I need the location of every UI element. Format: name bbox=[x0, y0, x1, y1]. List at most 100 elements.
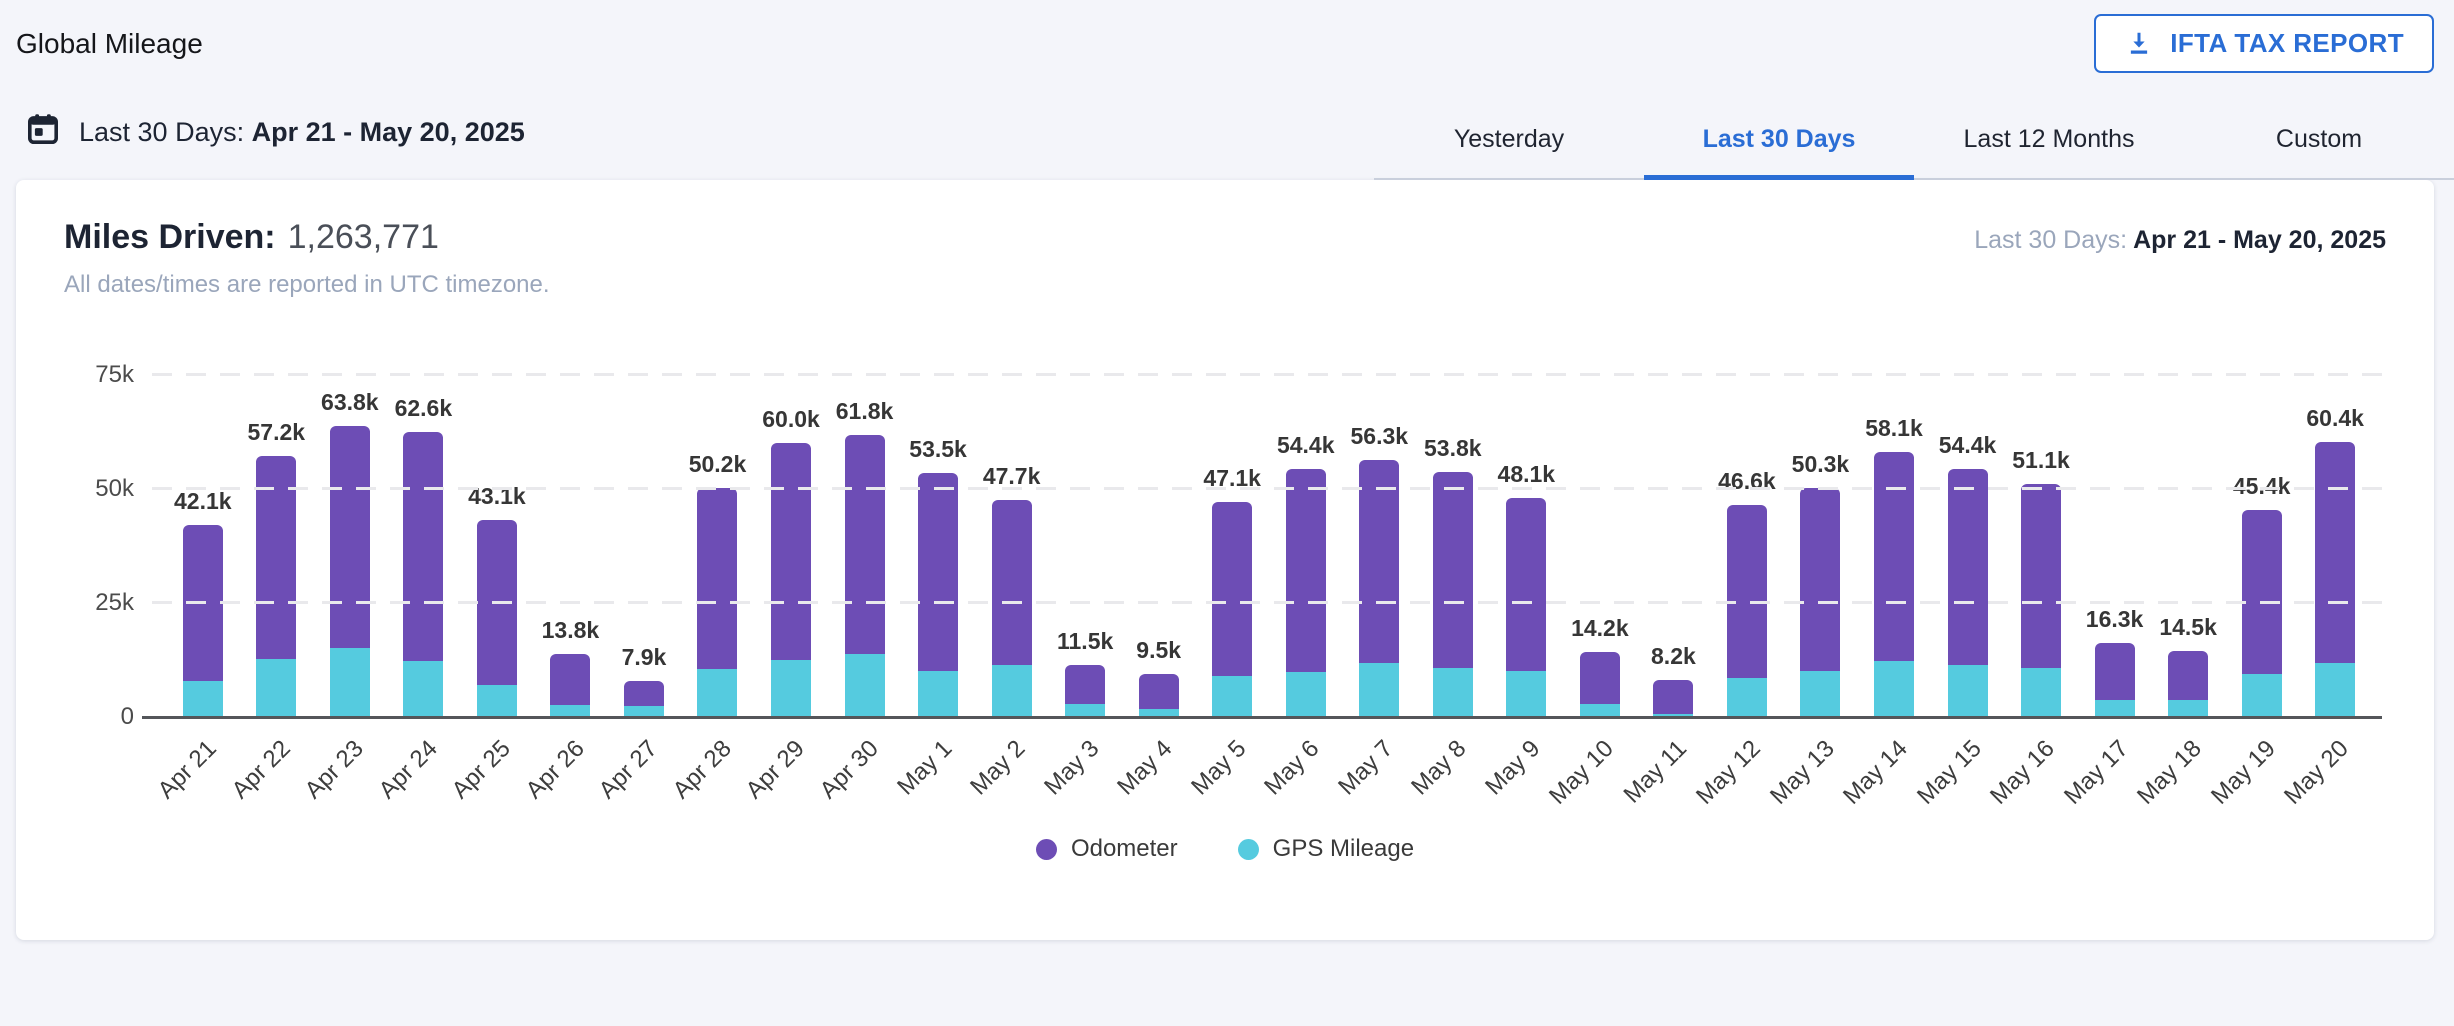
odometer-segment[interactable] bbox=[1947, 468, 1988, 666]
gps-mileage-segment[interactable] bbox=[403, 660, 444, 717]
bar-value-label: 42.1k bbox=[173, 488, 232, 515]
stacked-bar[interactable] bbox=[1138, 673, 1179, 717]
odometer-segment[interactable] bbox=[2315, 441, 2356, 663]
gps-mileage-segment[interactable] bbox=[476, 685, 517, 717]
odometer-segment[interactable] bbox=[1873, 452, 1914, 661]
stacked-bar[interactable] bbox=[476, 520, 517, 717]
tab-last-30-days[interactable]: Last 30 Days bbox=[1644, 105, 1914, 180]
gps-mileage-segment[interactable] bbox=[182, 680, 223, 717]
stacked-bar[interactable] bbox=[2241, 509, 2282, 717]
odometer-segment[interactable] bbox=[1579, 652, 1620, 705]
odometer-segment[interactable] bbox=[329, 426, 370, 648]
odometer-segment[interactable] bbox=[771, 443, 812, 660]
stacked-bar[interactable] bbox=[844, 435, 885, 717]
gps-mileage-segment[interactable] bbox=[2315, 662, 2356, 717]
stacked-bar[interactable] bbox=[2315, 441, 2356, 717]
gps-mileage-segment[interactable] bbox=[1285, 671, 1326, 717]
gps-mileage-segment[interactable] bbox=[2241, 673, 2282, 717]
gps-mileage-segment[interactable] bbox=[1212, 675, 1253, 717]
gps-mileage-segment[interactable] bbox=[256, 658, 297, 717]
odometer-segment[interactable] bbox=[1285, 468, 1326, 672]
stacked-bar[interactable] bbox=[1800, 487, 1841, 717]
odometer-segment[interactable] bbox=[2094, 642, 2135, 701]
stacked-bar[interactable] bbox=[2094, 642, 2135, 717]
gps-mileage-segment[interactable] bbox=[1726, 677, 1767, 717]
stacked-bar[interactable] bbox=[1212, 502, 1253, 717]
date-range-chip[interactable]: Last 30 Days: Apr 21 - May 20, 2025 bbox=[25, 111, 525, 180]
plot-area: 42.1k Apr 21 57.2k Apr 22 63.8k Apr 23 62.6k Ap… bbox=[142, 373, 2386, 810]
gps-mileage-segment[interactable] bbox=[1065, 704, 1106, 717]
gps-mileage-segment[interactable] bbox=[1138, 709, 1179, 717]
odometer-segment[interactable] bbox=[2241, 509, 2282, 674]
stacked-bar[interactable] bbox=[329, 426, 370, 717]
odometer-segment[interactable] bbox=[1138, 673, 1179, 710]
gps-mileage-segment[interactable] bbox=[623, 705, 664, 717]
legend-item-odometer[interactable]: Odometer bbox=[1035, 835, 1178, 863]
gps-mileage-segment[interactable] bbox=[697, 668, 738, 717]
stacked-bar[interactable] bbox=[771, 443, 812, 717]
odometer-segment[interactable] bbox=[403, 431, 444, 661]
stacked-bar[interactable] bbox=[403, 431, 444, 717]
gps-mileage-segment[interactable] bbox=[329, 647, 370, 717]
odometer-segment[interactable] bbox=[697, 488, 738, 669]
stacked-bar[interactable] bbox=[918, 473, 959, 717]
gps-mileage-segment[interactable] bbox=[1800, 670, 1841, 717]
gps-mileage-segment[interactable] bbox=[2021, 668, 2062, 717]
stacked-bar[interactable] bbox=[1653, 679, 1694, 717]
stacked-bar[interactable] bbox=[182, 525, 223, 717]
stacked-bar[interactable] bbox=[1726, 504, 1767, 717]
stacked-bar[interactable] bbox=[1359, 460, 1400, 717]
tab-last-12-months[interactable]: Last 12 Months bbox=[1963, 125, 2135, 153]
x-axis-label: May 13 bbox=[1764, 735, 1840, 810]
gps-mileage-segment[interactable] bbox=[2168, 700, 2209, 717]
tab-custom[interactable]: Custom bbox=[2275, 125, 2363, 153]
stacked-bar[interactable] bbox=[1285, 468, 1326, 717]
odometer-segment[interactable] bbox=[2168, 650, 2209, 701]
gps-mileage-segment[interactable] bbox=[1506, 670, 1547, 717]
odometer-segment[interactable] bbox=[918, 473, 959, 671]
x-axis-label: May 10 bbox=[1544, 735, 1619, 810]
legend-item-gps-mileage[interactable]: GPS Mileage bbox=[1237, 835, 1414, 863]
gps-mileage-segment[interactable] bbox=[1579, 704, 1620, 717]
odometer-segment[interactable] bbox=[844, 435, 885, 654]
stacked-bar[interactable] bbox=[991, 499, 1032, 717]
stacked-bar[interactable] bbox=[1873, 452, 1914, 717]
stacked-bar[interactable] bbox=[623, 681, 664, 717]
stacked-bar[interactable] bbox=[1506, 497, 1547, 717]
gps-mileage-segment[interactable] bbox=[844, 653, 885, 717]
stacked-bar[interactable] bbox=[1432, 471, 1473, 717]
stacked-bar[interactable] bbox=[2168, 650, 2209, 717]
gps-mileage-segment[interactable] bbox=[1432, 668, 1473, 717]
gps-mileage-segment[interactable] bbox=[1653, 714, 1694, 717]
odometer-segment[interactable] bbox=[1800, 487, 1841, 671]
odometer-segment[interactable] bbox=[550, 654, 591, 705]
gps-mileage-segment[interactable] bbox=[550, 704, 591, 717]
odometer-segment[interactable] bbox=[1359, 460, 1400, 663]
odometer-segment[interactable] bbox=[1065, 664, 1106, 705]
bar-group: 13.8k Apr 26 bbox=[520, 375, 608, 804]
stacked-bar[interactable] bbox=[1947, 468, 1988, 717]
ifta-tax-report-button[interactable]: IFTA TAX REPORT bbox=[2094, 14, 2434, 73]
stacked-bar[interactable] bbox=[550, 654, 591, 717]
gps-mileage-segment[interactable] bbox=[1359, 662, 1400, 717]
stacked-bar[interactable] bbox=[1065, 664, 1106, 717]
gps-mileage-segment[interactable] bbox=[1873, 660, 1914, 717]
stacked-bar[interactable] bbox=[256, 456, 297, 717]
odometer-segment[interactable] bbox=[2021, 484, 2062, 669]
odometer-segment[interactable] bbox=[1432, 471, 1473, 669]
gps-mileage-segment[interactable] bbox=[991, 665, 1032, 717]
gps-mileage-segment[interactable] bbox=[1947, 665, 1988, 717]
stacked-bar[interactable] bbox=[1579, 652, 1620, 717]
odometer-segment[interactable] bbox=[1506, 497, 1547, 671]
stacked-bar[interactable] bbox=[697, 488, 738, 717]
gps-mileage-segment[interactable] bbox=[771, 659, 812, 717]
gps-mileage-segment[interactable] bbox=[2094, 700, 2135, 717]
odometer-segment[interactable] bbox=[1726, 504, 1767, 678]
stacked-bar[interactable] bbox=[2021, 484, 2062, 717]
odometer-segment[interactable] bbox=[1653, 679, 1694, 715]
odometer-segment[interactable] bbox=[623, 681, 664, 706]
gps-mileage-segment[interactable] bbox=[918, 670, 959, 717]
odometer-segment[interactable] bbox=[991, 499, 1032, 666]
tab-yesterday[interactable]: Yesterday bbox=[1453, 125, 1565, 153]
odometer-segment[interactable] bbox=[1212, 502, 1253, 676]
